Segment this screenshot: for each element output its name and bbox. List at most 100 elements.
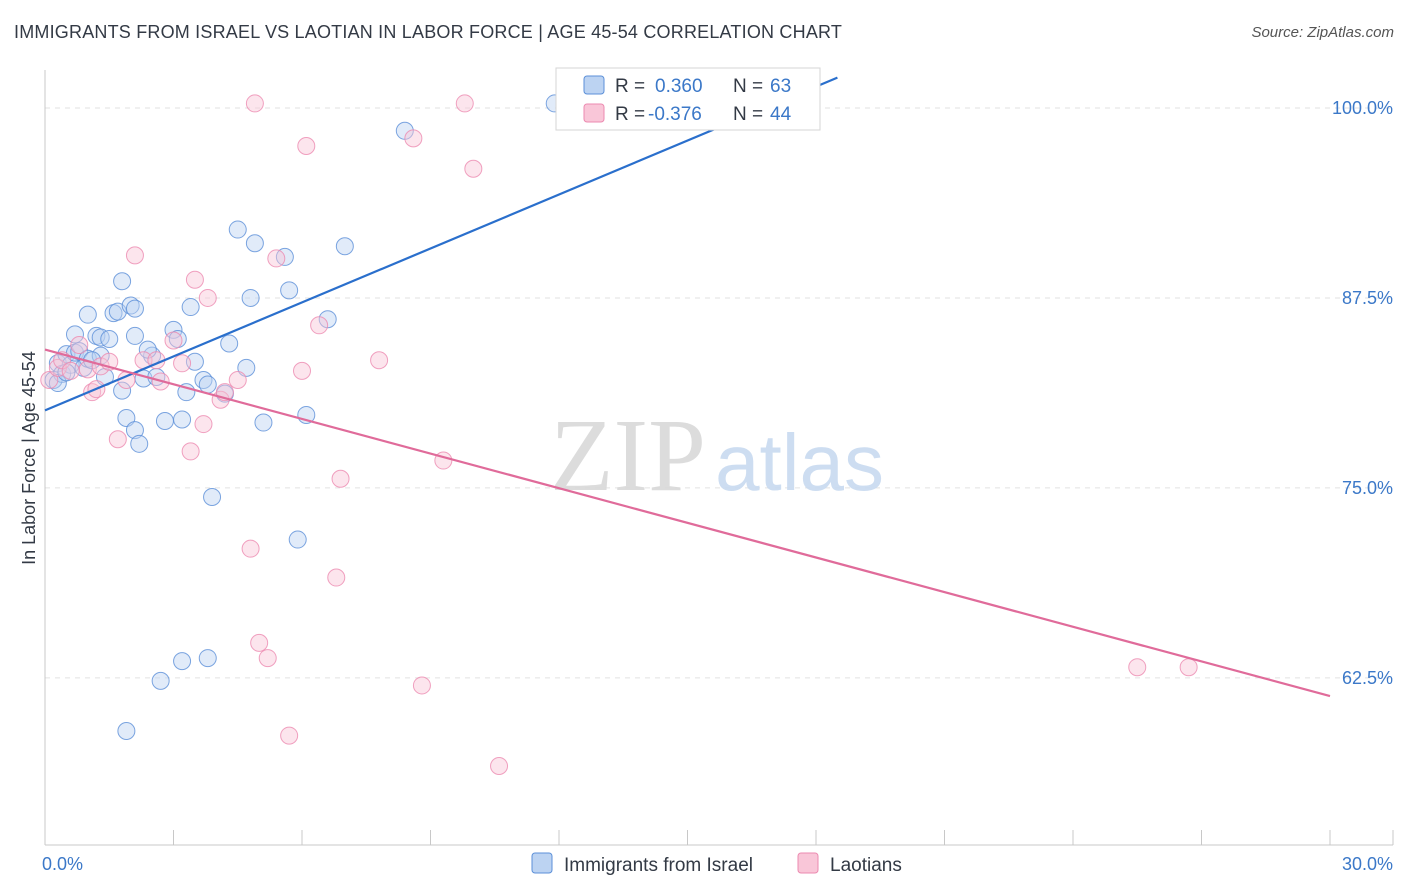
correlation-legend: R = 0.360 N = 63 R = -0.376 N = 44 — [555, 67, 821, 131]
y-tick-label: 100.0% — [1332, 98, 1393, 118]
legend-r-value-laotian: -0.376 — [648, 104, 702, 125]
x-tick-label: 0.0% — [42, 854, 83, 874]
bottom-legend-swatch-laotian — [797, 852, 819, 874]
laotian-point — [198, 288, 217, 307]
legend-n-value-laotian: 44 — [770, 104, 792, 125]
laotian-point — [228, 371, 247, 389]
israel-point — [173, 652, 192, 671]
laotian-point — [297, 136, 316, 155]
israel-point — [335, 237, 354, 256]
bottom-legend-israel: Immigrants from Israel — [564, 855, 753, 876]
y-tick-label: 75.0% — [1342, 478, 1393, 498]
laotian-point — [40, 371, 59, 389]
israel-point — [198, 375, 217, 394]
laotian-point — [185, 270, 204, 289]
laotian-point — [293, 361, 311, 380]
laotian-point — [70, 336, 89, 355]
legend-n-label-1: N = — [733, 76, 763, 97]
watermark: ZIP atlas — [550, 398, 884, 513]
israel-point — [237, 358, 256, 377]
israel-point — [130, 434, 149, 453]
laotian-point — [455, 94, 474, 113]
laotian-point — [125, 246, 144, 265]
y-tick-label: 87.5% — [1342, 288, 1393, 308]
israel-point — [241, 288, 260, 307]
y-tick-label: 62.5% — [1342, 668, 1393, 688]
israel-point — [65, 325, 84, 344]
israel-point — [164, 320, 183, 339]
y-tick-labels: 62.5% 75.0% 87.5% 100.0% — [1332, 98, 1393, 688]
series-laotian-points — [40, 94, 1198, 775]
israel-point — [151, 671, 170, 690]
israel-point — [254, 413, 273, 432]
israel-point — [117, 408, 136, 427]
laotian-point — [310, 316, 329, 335]
laotian-point — [404, 129, 423, 148]
israel-point — [113, 381, 132, 400]
laotian-point — [164, 331, 183, 350]
israel-point — [198, 649, 217, 668]
trend-lines — [44, 76, 1331, 698]
israel-point — [117, 722, 136, 741]
watermark-zip: ZIP — [550, 398, 706, 513]
legend-r-label-1: R = — [615, 76, 645, 97]
laotian-point — [245, 94, 264, 113]
laotian-point — [490, 756, 509, 775]
israel-point — [173, 410, 192, 429]
laotian-point — [1179, 658, 1198, 677]
laotian-point — [250, 633, 269, 652]
israel-point — [288, 530, 307, 549]
israel-point — [155, 412, 174, 431]
israel-point — [203, 488, 222, 507]
legend-n-value-israel: 63 — [770, 76, 791, 97]
legend-swatch-israel — [583, 75, 605, 95]
series-legend: Immigrants from Israel Laotians — [531, 852, 902, 876]
laotian-point — [194, 415, 213, 434]
watermark-atlas: atlas — [715, 418, 884, 507]
laotian-point — [327, 568, 346, 587]
axes — [44, 70, 1393, 846]
x-tick-labels: 0.0% 30.0% — [42, 854, 1393, 874]
bottom-legend-laotian: Laotians — [830, 855, 902, 876]
legend-r-value-israel: 0.360 — [655, 76, 703, 97]
israel-point — [125, 326, 144, 345]
laotian-point — [173, 354, 192, 373]
grid-lines — [45, 107, 1393, 679]
x-tick-label: 30.0% — [1342, 854, 1393, 874]
israel-point — [245, 234, 264, 253]
laotian-point — [61, 361, 80, 380]
chart-title: IMMIGRANTS FROM ISRAEL VS LAOTIAN IN LAB… — [14, 22, 843, 42]
laotian-point — [1128, 658, 1147, 677]
chart-source: Source: ZipAtlas.com — [1251, 24, 1394, 41]
trend-line-israel — [44, 76, 838, 412]
israel-point — [125, 299, 144, 318]
israel-point — [228, 220, 247, 239]
laotian-point — [280, 726, 299, 745]
israel-point — [280, 281, 299, 300]
bottom-legend-swatch-israel — [531, 852, 553, 874]
laotian-point — [331, 469, 350, 488]
laotian-point — [108, 430, 127, 449]
series-israel-points — [44, 94, 577, 741]
israel-point — [125, 421, 144, 440]
trend-line-laotian — [44, 348, 1331, 698]
legend-r-label-2: R = — [615, 104, 645, 125]
israel-point — [113, 272, 132, 291]
laotian-point — [258, 649, 277, 668]
legend-swatch-laotian — [583, 103, 605, 123]
laotian-point — [267, 249, 286, 268]
israel-point — [78, 305, 97, 324]
laotian-point — [181, 442, 200, 461]
israel-point — [185, 352, 204, 371]
x-ticks — [44, 830, 1394, 845]
y-axis-label: In Labor Force | Age 45-54 — [19, 351, 39, 565]
laotian-point — [241, 539, 260, 558]
israel-point — [181, 298, 200, 317]
israel-point — [100, 329, 119, 348]
israel-point — [220, 334, 239, 353]
laotian-point — [412, 676, 431, 695]
legend-n-label-2: N = — [733, 104, 763, 125]
laotian-point — [370, 351, 389, 370]
laotian-point — [464, 159, 483, 178]
